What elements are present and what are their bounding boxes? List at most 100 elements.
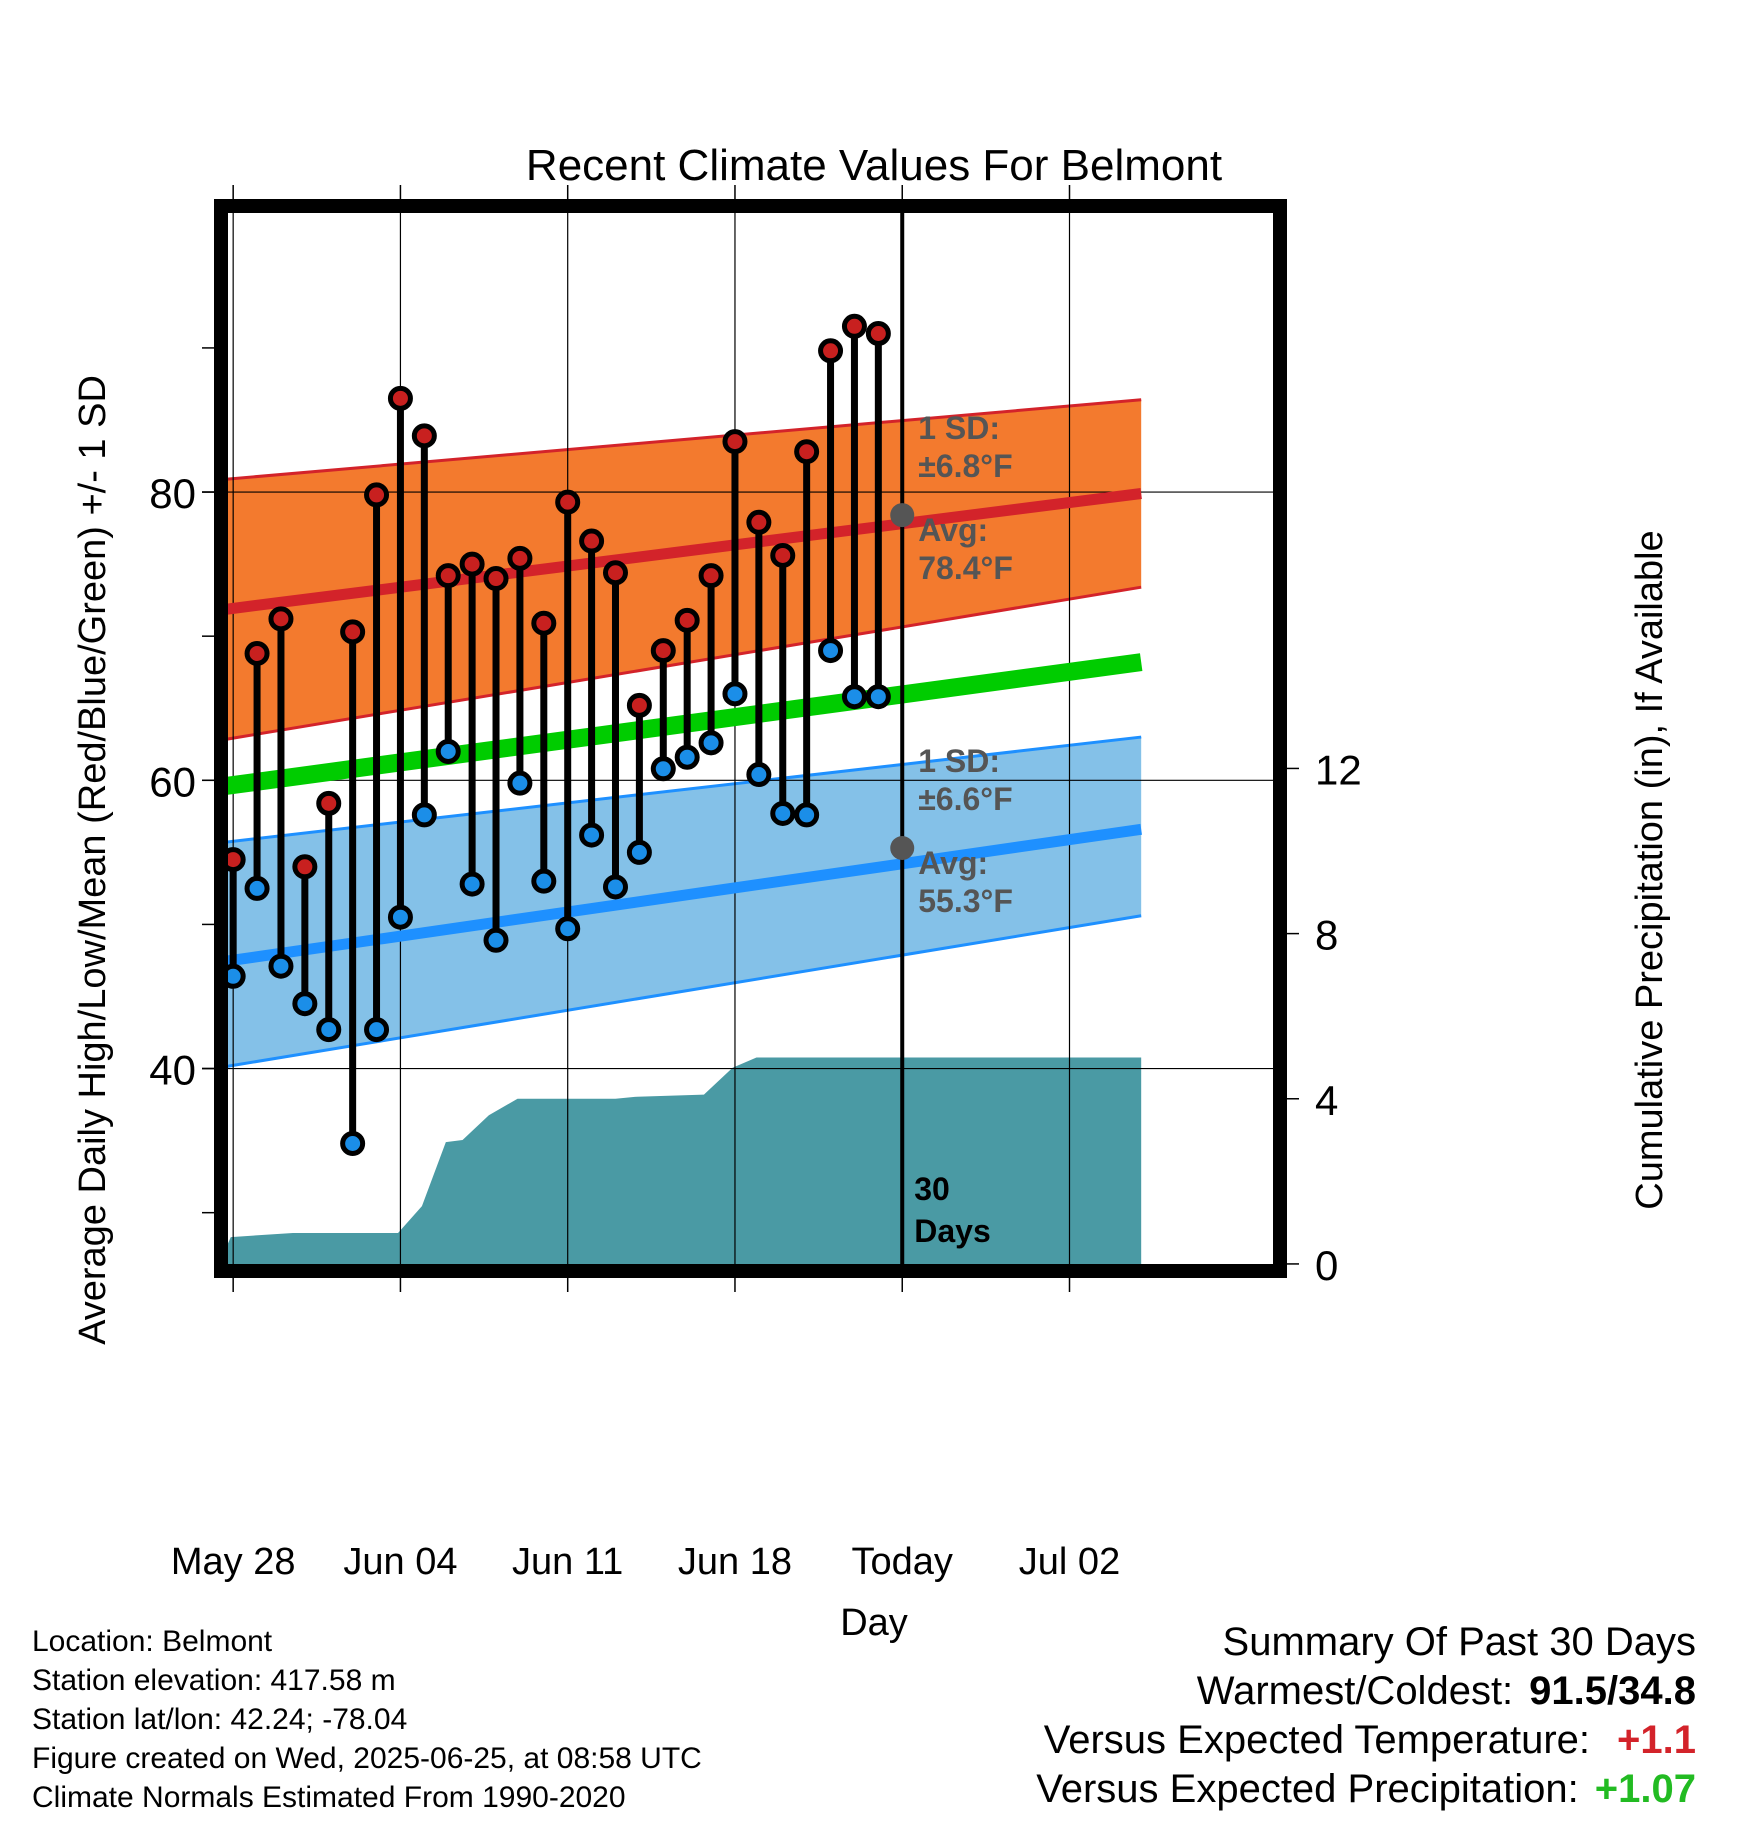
x-tick-label: Jul 02: [1019, 1541, 1120, 1583]
daily-high-point: [818, 338, 844, 364]
right-tick-label: 12: [1315, 746, 1362, 793]
location-text: Location: Belmont: [32, 1625, 273, 1658]
summary-panel: Summary Of Past 30 Days Warmest/Coldest:…: [1036, 1618, 1696, 1814]
daily-high-point: [770, 542, 796, 568]
daily-high-point: [555, 489, 581, 515]
today-high-avg-dot: [890, 503, 915, 528]
right-tick-label: 8: [1315, 912, 1338, 959]
right-tick-label: 4: [1315, 1077, 1338, 1124]
today-days-label-line1: 30: [914, 1171, 950, 1207]
latlon-text: Station lat/lon: 42.24; -78.04: [32, 1703, 408, 1736]
low-avg-label: Avg:: [918, 845, 988, 881]
left-tick-label: 80: [149, 470, 196, 517]
normal-low-line: [226, 823, 1142, 967]
daily-low-point: [674, 744, 700, 770]
low-sd-band-upper-edge: [226, 735, 1142, 844]
left-axis-label: Average Daily High/Low/Mean (Red/Blue/Gr…: [72, 375, 114, 1345]
daily-high-point: [435, 563, 461, 589]
daily-high-point: [316, 790, 342, 816]
daily-high-point: [483, 566, 509, 592]
daily-low-point: [292, 991, 318, 1017]
daily-low-point: [507, 770, 533, 796]
left-tick-label: 40: [149, 1047, 196, 1094]
temperature-anomaly-label: Versus Expected Temperature:: [1043, 1718, 1590, 1762]
daily-high-point: [794, 439, 820, 465]
daily-high-point: [244, 640, 270, 666]
x-tick-label: Jun 04: [343, 1541, 457, 1583]
normal-mean-line: [226, 653, 1143, 796]
daily-low-point: [626, 839, 652, 865]
daily-high-point: [226, 847, 246, 873]
daily-low-point: [794, 802, 820, 828]
temperature-anomaly-row: Versus Expected Temperature: +1.1: [1036, 1716, 1696, 1765]
daily-low-point: [650, 756, 676, 782]
daily-low-point: [244, 875, 270, 901]
today-days-label-line2: Days: [914, 1213, 991, 1249]
right-axis-label: Cumulative Precipitation (in), If Availa…: [1629, 530, 1671, 1209]
created-text: Figure created on Wed, 2025-06-25, at 08…: [32, 1742, 702, 1775]
high-sd-band-lower-edge: [226, 585, 1142, 741]
normals-text: Climate Normals Estimated From 1990-2020: [32, 1781, 626, 1814]
daily-low-point: [746, 762, 772, 788]
daily-low-point: [435, 738, 461, 764]
daily-low-point: [841, 684, 867, 710]
daily-low-point: [268, 953, 294, 979]
high-sd-label: 1 SD:: [918, 410, 1000, 446]
daily-high-point: [698, 563, 724, 589]
daily-high-point: [507, 545, 533, 571]
daily-high-point: [746, 509, 772, 535]
daily-high-point: [387, 385, 413, 411]
daily-high-point: [626, 692, 652, 718]
high-sd-band-upper-edge: [226, 398, 1142, 481]
daily-low-point: [818, 638, 844, 664]
low-sd-band-lower-edge: [226, 914, 1142, 1069]
daily-high-point: [602, 560, 628, 586]
summary-title: Summary Of Past 30 Days: [1222, 1620, 1696, 1664]
high-avg-value: 78.4°F: [918, 550, 1013, 586]
daily-low-point: [698, 730, 724, 756]
precipitation-anomaly-value: +1.07: [1594, 1767, 1696, 1811]
high-sd-value: ±6.8°F: [918, 448, 1012, 484]
daily-low-point: [316, 1017, 342, 1043]
daily-low-point: [175, 1095, 195, 1115]
daily-high-point: [674, 607, 700, 633]
warmest-coldest-value: 91.5/34.8: [1529, 1669, 1696, 1713]
x-tick-label: Jun 18: [678, 1541, 792, 1583]
daily-low-point: [602, 874, 628, 900]
daily-low-point: [340, 1130, 366, 1156]
daily-high-point: [411, 423, 437, 449]
precipitation-anomaly-row: Versus Expected Precipitation: +1.07: [1036, 1765, 1696, 1814]
x-axis-label: Day: [840, 1602, 908, 1644]
plot-frame: [214, 199, 1287, 1278]
daily-high-point: [531, 610, 557, 636]
daily-high-point: [650, 638, 676, 664]
left-tick-label: 60: [149, 758, 196, 805]
x-tick-label: Today: [852, 1541, 953, 1583]
high-sd-band: [226, 399, 1142, 740]
chart-title: Recent Climate Values For Belmont: [526, 141, 1222, 190]
elevation-text: Station elevation: 417.58 m: [32, 1664, 396, 1697]
low-sd-band: [226, 737, 1142, 1067]
daily-high-point: [364, 482, 390, 508]
daily-high-point: [841, 313, 867, 339]
daily-low-point: [531, 868, 557, 894]
daily-high-point: [340, 619, 366, 645]
daily-high-point: [175, 638, 195, 658]
daily-high-point: [292, 854, 318, 880]
daily-low-point: [387, 904, 413, 930]
daily-low-point: [411, 802, 437, 828]
low-sd-value: ±6.6°F: [918, 781, 1012, 817]
warmest-coldest-label: Warmest/Coldest:: [1196, 1669, 1514, 1713]
temperature-anomaly-value: +1.1: [1617, 1718, 1696, 1762]
high-avg-label: Avg:: [918, 512, 988, 548]
daily-low-point: [459, 871, 485, 897]
daily-high-point: [579, 528, 605, 554]
daily-low-point: [483, 927, 509, 953]
precipitation-anomaly-label: Versus Expected Precipitation:: [1036, 1767, 1579, 1811]
daily-high-point: [268, 606, 294, 632]
daily-low-point: [865, 684, 891, 710]
daily-low-point: [226, 963, 246, 989]
daily-high-point: [865, 321, 891, 347]
